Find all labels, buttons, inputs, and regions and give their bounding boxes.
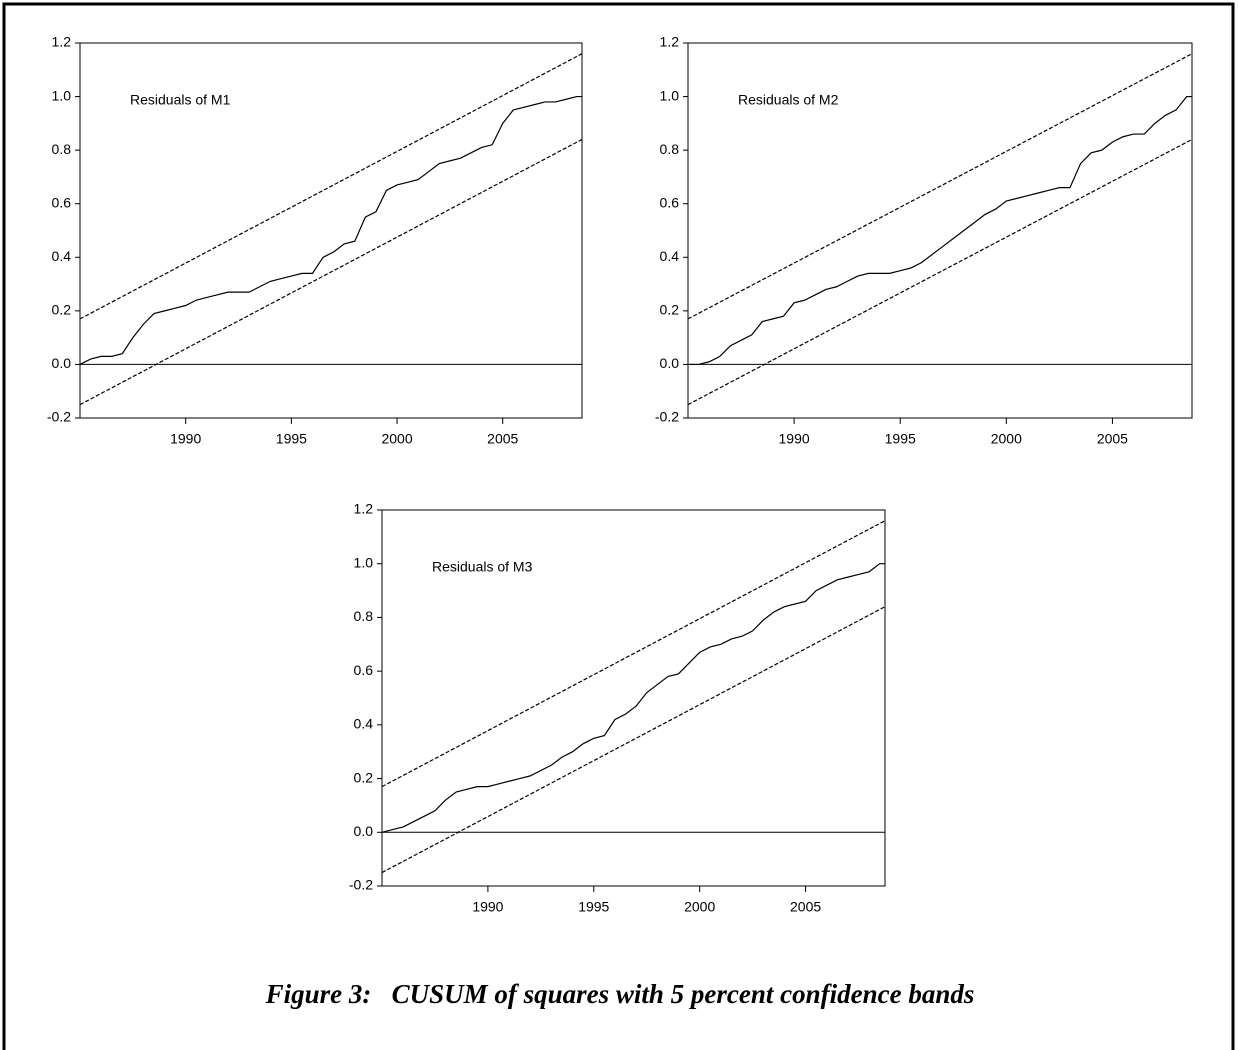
y-tick-label: 1.2 bbox=[660, 34, 680, 50]
confidence-band bbox=[79, 53, 583, 320]
x-tick-label: 2005 bbox=[487, 431, 518, 447]
confidence-band bbox=[381, 520, 886, 788]
x-tick-label: 2000 bbox=[991, 431, 1022, 447]
y-tick-label: 1.0 bbox=[660, 87, 680, 103]
y-tick-label: 1.2 bbox=[354, 501, 374, 517]
y-tick-label: 0.8 bbox=[52, 141, 72, 157]
y-tick-label: 1.0 bbox=[52, 87, 72, 103]
confidence-band bbox=[687, 138, 1193, 406]
plot-frame bbox=[381, 509, 886, 887]
x-tick-label: 1995 bbox=[578, 899, 609, 915]
x-tick-label: 1990 bbox=[779, 431, 810, 447]
y-tick-label: 1.2 bbox=[52, 34, 72, 50]
x-tick-label: 1990 bbox=[472, 899, 503, 915]
x-tick-label: 2000 bbox=[684, 899, 715, 915]
x-tick-label: 1995 bbox=[276, 431, 307, 447]
cusum-line bbox=[79, 95, 582, 365]
x-tick-label: 2000 bbox=[381, 431, 412, 447]
confidence-band bbox=[381, 606, 886, 874]
x-tick-label: 2005 bbox=[790, 899, 821, 915]
x-tick-label: 1995 bbox=[885, 431, 916, 447]
y-tick-label: -0.2 bbox=[47, 409, 71, 425]
y-tick-label: 0.0 bbox=[660, 355, 680, 371]
y-tick-label: -0.2 bbox=[655, 409, 679, 425]
y-tick-label: 0.4 bbox=[52, 248, 72, 264]
y-tick-label: 0.0 bbox=[52, 355, 72, 371]
confidence-band bbox=[687, 53, 1193, 320]
y-tick-label: -0.2 bbox=[349, 877, 373, 893]
x-tick-label: 2005 bbox=[1097, 431, 1128, 447]
annotation: Residuals of M2 bbox=[738, 92, 839, 108]
annotation: Residuals of M3 bbox=[432, 559, 533, 575]
y-tick-label: 0.6 bbox=[52, 194, 72, 210]
y-tick-label: 0.0 bbox=[354, 823, 374, 839]
y-tick-label: 0.8 bbox=[660, 141, 680, 157]
y-tick-label: 0.4 bbox=[660, 248, 680, 264]
annotation: Residuals of M1 bbox=[130, 92, 231, 108]
y-tick-label: 0.8 bbox=[354, 608, 374, 624]
y-tick-label: 1.0 bbox=[354, 554, 374, 570]
caption: Figure 3: CUSUM of squares with 5 percen… bbox=[265, 979, 975, 1009]
cusum-line bbox=[381, 563, 885, 833]
y-tick-label: 0.4 bbox=[354, 716, 374, 732]
y-tick-label: 0.2 bbox=[52, 302, 72, 318]
y-tick-label: 0.2 bbox=[354, 769, 374, 785]
y-tick-label: 0.6 bbox=[354, 662, 374, 678]
plot-frame bbox=[687, 42, 1193, 419]
y-tick-label: 0.6 bbox=[660, 194, 680, 210]
confidence-band bbox=[79, 138, 583, 406]
plot-frame bbox=[79, 42, 583, 419]
x-tick-label: 1990 bbox=[170, 431, 201, 447]
cusum-line bbox=[688, 95, 1192, 366]
y-tick-label: 0.2 bbox=[660, 302, 680, 318]
